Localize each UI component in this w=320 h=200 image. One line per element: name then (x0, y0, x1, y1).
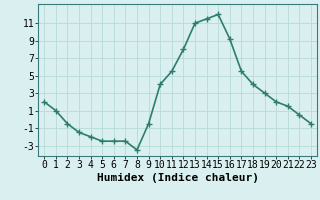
X-axis label: Humidex (Indice chaleur): Humidex (Indice chaleur) (97, 173, 259, 183)
